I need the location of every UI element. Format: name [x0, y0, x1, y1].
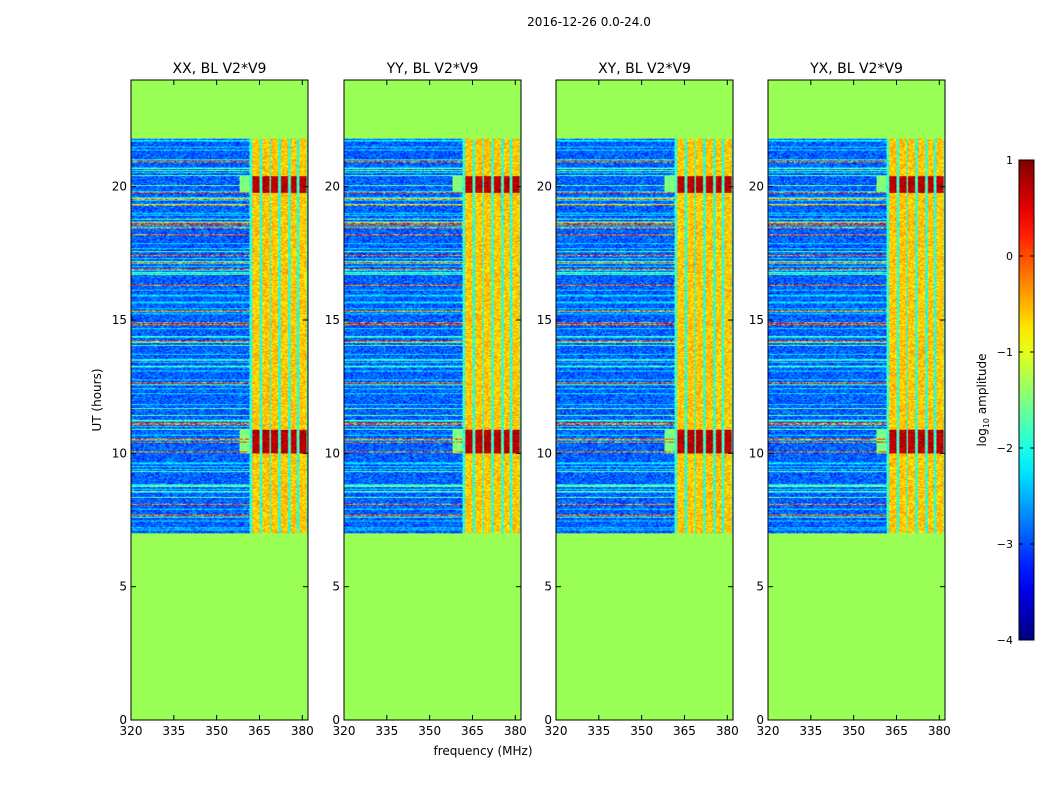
y-tick-label: 20	[537, 180, 552, 194]
x-tick-label: 365	[673, 724, 696, 738]
x-tick-label: 380	[928, 724, 951, 738]
y-tick-label: 0	[332, 713, 340, 727]
colorbar-label-sub: 10	[982, 418, 991, 428]
y-tick-label: 10	[749, 446, 764, 460]
panel-title: YY, BL V2*V9	[386, 61, 479, 77]
colorbar-tick-label: 1	[1006, 154, 1013, 167]
x-tick-label: 320	[545, 724, 568, 738]
x-tick-label: 380	[291, 724, 314, 738]
y-tick-label: 5	[544, 580, 552, 594]
y-tick-label: 20	[749, 180, 764, 194]
y-tick-label: 10	[325, 446, 340, 460]
y-tick-label: 20	[112, 180, 127, 194]
x-tick-label: 335	[162, 724, 185, 738]
x-tick-label: 365	[461, 724, 484, 738]
y-tick-label: 0	[119, 713, 127, 727]
colorbar-tick-label: 0	[1006, 250, 1013, 263]
x-tick-label: 365	[885, 724, 908, 738]
panel-1: XX, BL V2*V9 320 335 350 365 380 0 5 10 15 20	[112, 61, 314, 738]
panel-frame	[130, 79, 309, 721]
colorbar-label: log10 amplitude	[975, 354, 991, 447]
panel-title: XY, BL V2*V9	[598, 61, 691, 77]
panel-3: XY, BL V2*V9 320 335 350 365 380 0 5 10 15 20	[537, 61, 739, 738]
panel-2: YY, BL V2*V9 320 335 350 365 380 0 5 10 15 20	[325, 61, 527, 738]
colorbar-label-main: log	[975, 428, 989, 446]
x-tick-label: 350	[630, 724, 653, 738]
x-tick-label: 365	[248, 724, 271, 738]
x-tick-label: 380	[504, 724, 527, 738]
panel-spectrogram-image	[131, 138, 308, 534]
panel-spectrogram-image	[344, 138, 521, 534]
x-tick-label: 320	[333, 724, 356, 738]
colorbar-tick-label: −3	[997, 538, 1013, 551]
y-tick-label: 10	[537, 446, 552, 460]
x-tick-label: 335	[799, 724, 822, 738]
panel-frame	[343, 79, 522, 721]
x-axis-label: frequency (MHz)	[433, 744, 532, 758]
colorbar-tick-label: −1	[997, 346, 1013, 359]
panel-title: YX, BL V2*V9	[809, 61, 903, 77]
colorbar-gradient	[1018, 159, 1035, 641]
x-tick-label: 350	[205, 724, 228, 738]
panel-spectrogram-image	[768, 138, 945, 534]
x-tick-label: 335	[375, 724, 398, 738]
x-tick-label: 320	[120, 724, 143, 738]
y-tick-label: 15	[749, 313, 764, 327]
panel-frame	[555, 79, 734, 721]
y-tick-label: 0	[756, 713, 764, 727]
y-axis-label: UT (hours)	[90, 368, 104, 431]
colorbar-tick-label: −4	[997, 634, 1013, 647]
y-tick-label: 5	[332, 580, 340, 594]
y-tick-label: 15	[325, 313, 340, 327]
panel-spectrogram-image	[556, 138, 733, 534]
x-tick-label: 335	[587, 724, 610, 738]
y-tick-label: 5	[119, 580, 127, 594]
y-tick-label: 15	[537, 313, 552, 327]
y-tick-label: 15	[112, 313, 127, 327]
x-tick-label: 320	[757, 724, 780, 738]
panel-4: YX, BL V2*V9 320 335 350 365 380 0 5 10 15 20	[749, 61, 951, 738]
y-tick-label: 5	[756, 580, 764, 594]
figure-suptitle: 2016-12-26 0.0-24.0	[527, 15, 651, 29]
x-tick-label: 350	[418, 724, 441, 738]
colorbar-tick-label: −2	[997, 442, 1013, 455]
x-tick-label: 350	[842, 724, 865, 738]
colorbar-label-rest: amplitude	[975, 354, 989, 418]
y-tick-label: 10	[112, 446, 127, 460]
panel-frame	[767, 79, 946, 721]
y-tick-label: 20	[325, 180, 340, 194]
x-tick-label: 380	[716, 724, 739, 738]
panel-title: XX, BL V2*V9	[173, 61, 267, 77]
y-tick-label: 0	[544, 713, 552, 727]
